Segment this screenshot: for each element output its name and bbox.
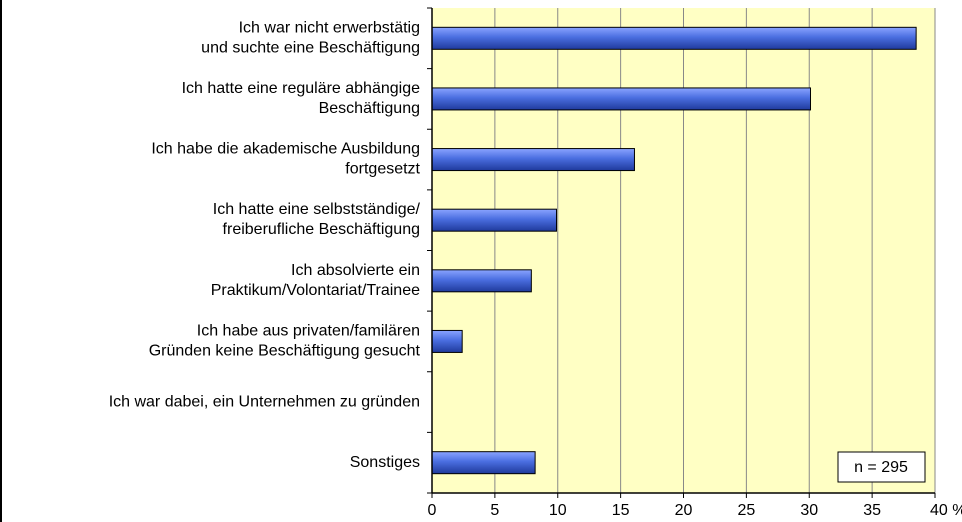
y-tick-label: Ich absolvierte ein Praktikum/Volontariat…: [211, 262, 420, 299]
x-tick-label: 20: [675, 502, 693, 519]
bar: [431, 451, 536, 475]
y-tick-label: Ich habe aus privaten/familären Gründen k…: [149, 323, 421, 360]
annotation: n = 295: [854, 459, 908, 476]
bar: [431, 87, 812, 111]
y-tick-label: Ich war nicht erwerbstätig und suchte ein…: [201, 20, 420, 57]
x-tick-label: 40 %: [930, 502, 962, 519]
y-tick-label: Ich habe die akademische Ausbildung fortg…: [151, 141, 420, 178]
bar: [431, 148, 635, 172]
annotation-box: [837, 451, 926, 483]
x-tick-label: 10: [549, 502, 567, 519]
bar: [431, 208, 557, 232]
y-tick-label: Sonstiges: [350, 454, 420, 471]
y-tick-label: Ich war dabei, ein Unternehmen zu gründe…: [109, 393, 420, 410]
x-tick-label: 15: [612, 502, 630, 519]
bar: [431, 329, 463, 353]
x-tick-label: 5: [490, 502, 499, 519]
x-tick-label: 30: [800, 502, 818, 519]
x-tick-label: 0: [428, 502, 437, 519]
x-tick-label: 35: [863, 502, 881, 519]
y-tick-label: Ich hatte eine selbstständige/freiberufl…: [213, 201, 421, 238]
bar: [431, 26, 917, 50]
x-tick-label: 25: [737, 502, 755, 519]
bar: [431, 269, 532, 293]
y-tick-label: Ich hatte eine reguläre abhängige Beschäf…: [182, 80, 421, 117]
